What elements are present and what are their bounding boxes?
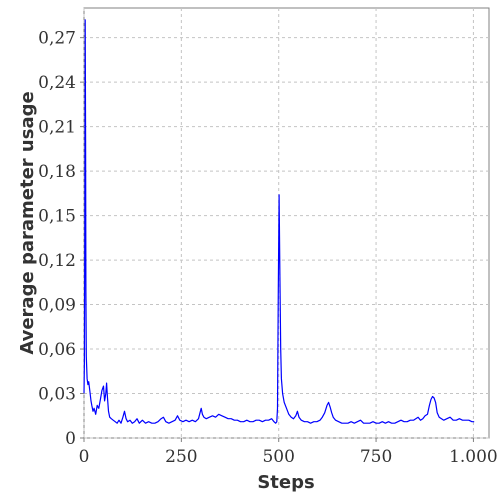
plot-area [83, 7, 490, 439]
x-tick-label: 750 [360, 447, 392, 467]
y-tick-label: 0,21 [38, 118, 76, 138]
y-tick-label: 0,15 [38, 207, 76, 227]
y-tick-label: 0,06 [38, 340, 76, 360]
y-tick-label: 0,24 [38, 73, 76, 93]
y-tick-label: 0,09 [38, 296, 76, 316]
y-axis-title: Average parameter usage [17, 91, 38, 354]
x-tick-label: 0 [79, 447, 90, 467]
y-tick-label: 0 [65, 429, 76, 449]
grid [83, 8, 489, 439]
y-tick-label: 0,03 [38, 385, 76, 405]
x-axis-ticks: 0 250 500 750 1.000 [79, 438, 498, 467]
y-axis-ticks: 0 0,03 0,06 0,09 0,12 0,15 0,18 0,21 0,24 0,27 [38, 29, 84, 449]
x-tick-label: 500 [262, 447, 294, 467]
series-layer [83, 19, 475, 424]
x-tick-label: 250 [165, 447, 197, 467]
y-tick-label: 0,27 [38, 29, 76, 49]
x-axis-title: Steps [257, 472, 314, 493]
series-line [83, 19, 475, 424]
y-tick-label: 0,18 [38, 162, 76, 182]
y-tick-label: 0,12 [38, 251, 76, 271]
x-tick-label: 1.000 [449, 447, 498, 467]
